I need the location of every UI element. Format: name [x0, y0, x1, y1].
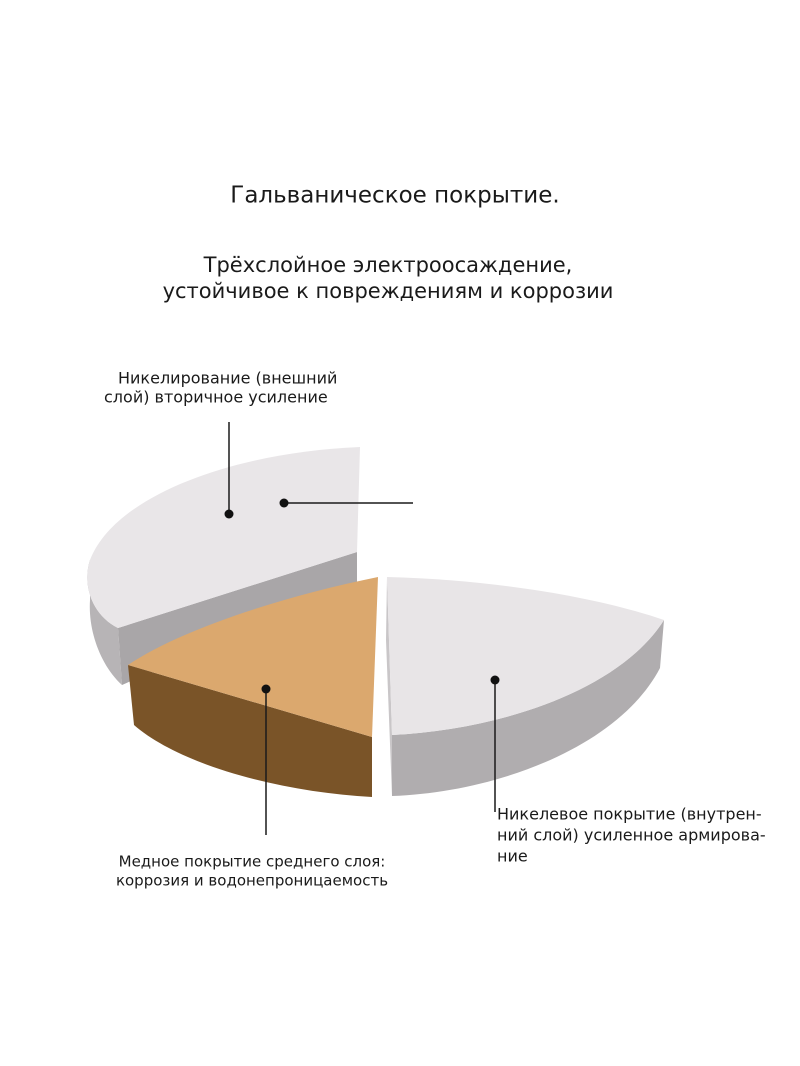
label: коррозия и водонепроницаемость	[116, 872, 388, 890]
dot	[224, 509, 234, 519]
slice-side	[392, 620, 664, 796]
dot	[490, 675, 500, 685]
label: ние	[497, 847, 528, 866]
slice-side	[386, 577, 392, 796]
leaders	[228, 422, 496, 835]
slice-side	[128, 665, 372, 797]
slice-side	[87, 560, 122, 685]
label: ний слой) усиленное армирова-	[497, 826, 766, 845]
slice-top	[128, 577, 378, 737]
label: Никелевое покрытие (внутрен-	[497, 805, 762, 824]
subtitle: Трёхслойное электроосаждение,	[203, 253, 573, 277]
subtitle: устойчивое к повреждениям и коррозии	[163, 279, 614, 303]
label: Никелирование (внешний	[118, 369, 337, 388]
title: Гальваническое покрытие.	[230, 183, 559, 209]
slice-top	[387, 577, 664, 735]
dot	[279, 498, 289, 508]
label: Медное покрытие среднего слоя:	[119, 853, 386, 871]
dot	[261, 684, 271, 694]
label: слой) вторичное усиление	[104, 388, 328, 407]
slice-top	[87, 447, 360, 628]
